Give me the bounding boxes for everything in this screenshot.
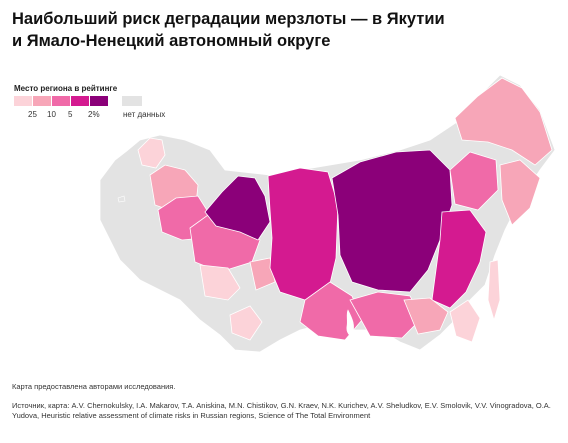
map-region: [487, 259, 501, 322]
map-credit-note: Карта предоставлена авторами исследовани…: [12, 382, 176, 391]
legend-swatch-class-4: [71, 96, 89, 106]
source-citation: Источник, карта: A.V. Chernokulsky, I.A.…: [12, 401, 551, 420]
map-region: [229, 305, 263, 341]
legend-label-2pct: 2%: [88, 110, 100, 119]
legend-swatch-class-2: [33, 96, 51, 106]
map-region: [249, 257, 276, 291]
map-region: [331, 149, 453, 293]
map-region: [454, 77, 553, 166]
map-region: [117, 195, 126, 203]
lake-baikal: [346, 309, 354, 336]
map-region: [204, 175, 271, 241]
map-region: [449, 299, 481, 343]
legend-swatch-no-data: [122, 96, 142, 106]
title-line-2: и Ямало-Ненецкий автономный округе: [12, 32, 331, 50]
legend-swatch-class-3: [52, 96, 70, 106]
legend-label-25: 25: [28, 110, 37, 119]
map-region: [403, 297, 449, 335]
map-region: [267, 167, 339, 301]
map-region: [199, 264, 241, 301]
legend-swatch-class-5: [90, 96, 108, 106]
map-region: [431, 209, 487, 309]
map-region: [137, 137, 166, 169]
legend-title: Место региона в рейтинге: [14, 84, 118, 93]
chart-title: Наибольший риск деградации мерзлоты — в …: [12, 8, 552, 52]
russia-map: [99, 74, 556, 353]
map-region: [449, 151, 499, 211]
legend-swatch-class-1: [14, 96, 32, 106]
legend-label-10: 10: [47, 110, 56, 119]
map-region: [499, 159, 541, 226]
legend-label-5: 5: [68, 110, 73, 119]
title-line-1: Наибольший риск деградации мерзлоты — в …: [12, 10, 445, 28]
legend-label-no-data: нет данных: [123, 110, 166, 119]
